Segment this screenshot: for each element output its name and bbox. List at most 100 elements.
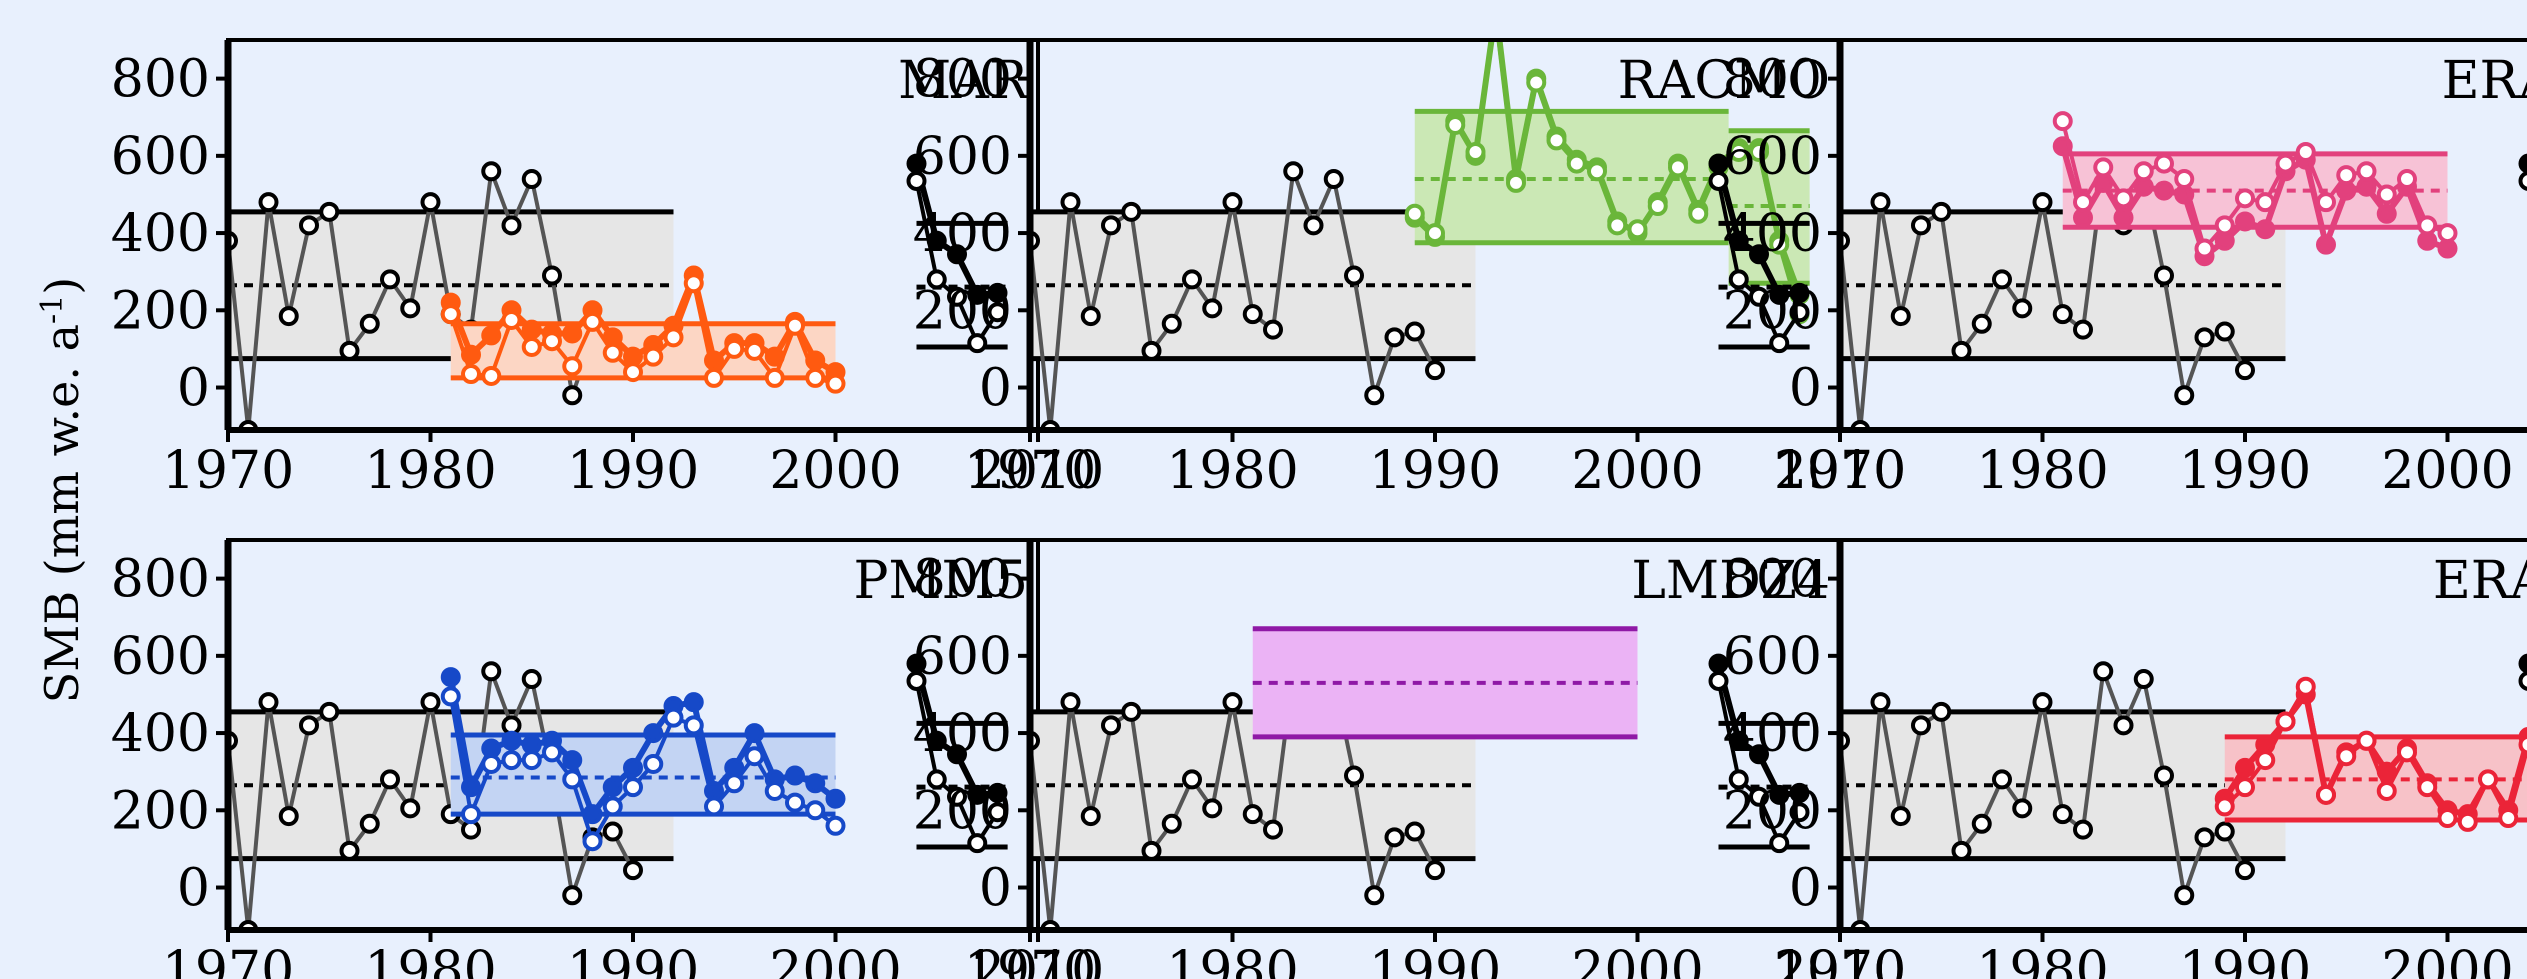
model-series-open-point [1404,203,1425,224]
stake-series-point [2073,319,2093,340]
stake-series-point [1283,161,1304,182]
stake-series-point [400,298,421,319]
model-series-open-point [1546,130,1567,151]
recent-series-a-point [987,782,1008,803]
stake-series-point [299,715,319,736]
recent-series-b-point [1728,769,1749,790]
model-series-open-point [562,769,583,790]
recent-series-b-point [906,170,927,191]
stake-series-point [1242,304,1263,325]
stake-series-point [1161,313,1182,334]
stake-series-point [1222,192,1243,213]
model-series-open-point [562,356,583,377]
recent-series-b-point [1749,286,1769,307]
stake-series-point [1141,340,1162,361]
stake-series-point [400,798,421,819]
model-series-open-point [1425,223,1445,244]
x-tick-label: 1970 [1774,941,1906,979]
stake-series-point [1364,385,1385,406]
x-tick-label: 1970 [162,941,294,979]
model-series-open-point [1728,141,1749,162]
plot-area [1030,40,1810,430]
stake-series-point [1060,692,1081,713]
stake-series-point [380,769,400,790]
model-series-open-point [1587,161,1607,182]
stake-series-point [1890,306,1911,327]
model-series-open-point [2133,161,2154,182]
model-series-open-point [704,796,724,817]
stake-series-point [278,806,299,827]
stake-series-point [2154,265,2174,286]
model-series-open-point [461,364,481,385]
model-series-open-point [1607,215,1628,236]
y-tick-label: 0 [177,359,210,419]
x-tick-label: 1990 [1369,441,1501,501]
model-series-open-point [744,746,765,767]
stake-series-point [1384,827,1405,848]
model-series-open-point [1769,234,1790,255]
panel-title: ERA-Int [2433,551,2527,611]
stake-series-point [1303,215,1324,236]
model-series-open-point [2214,796,2235,817]
stake-series-point [1080,806,1101,827]
stake-series-point [602,821,623,842]
y-tick-label: 400 [111,204,210,264]
model-series-open-point [623,777,643,798]
model-series-filled-point [805,773,826,794]
x-tick-label: 1990 [2179,941,2311,979]
model-series-open-point [2275,711,2296,732]
y-tick-label: 800 [1723,50,1822,110]
model-series-open-point [2255,750,2276,771]
y-tick-label: 600 [111,627,210,687]
stake-series-point [2174,385,2195,406]
model-series-filled-point [683,692,704,713]
recent-series-b-point [1789,802,1810,823]
stake-series-point [1101,215,1121,236]
model-series-open-point [2498,808,2519,829]
panel-title: LMDZ4 [1631,551,1830,611]
model-series-open-point [2275,153,2296,174]
model-series-open-point [2052,111,2073,132]
model-series-open-point [2295,676,2316,697]
recent-series-b-point [1749,786,1769,807]
plot-area [1840,111,2527,430]
y-axis-label-close: ) [35,277,89,295]
stake-series-point [420,192,441,213]
y-tick-label: 200 [913,781,1012,841]
model-series-filled-point [2113,207,2134,228]
stake-series-point [319,701,340,722]
stake-series-point [380,269,400,290]
model-series-open-point [1749,141,1769,162]
x-tick-label: 1980 [1976,941,2108,979]
stake-series-point [1971,313,1992,334]
model-series-filled-point [2235,211,2255,232]
stake-series-point [1971,813,1992,834]
model-series-filled-point [2376,203,2397,224]
x-tick-label: 2000 [769,941,901,979]
recent-series-a-point [1769,284,1790,305]
model-series-open-point [461,804,481,825]
x-tick-label: 2000 [2381,941,2513,979]
y-tick-label: 0 [1789,359,1822,419]
model-series-open-point [663,707,684,728]
y-tick-label: 200 [1723,781,1822,841]
model-series-open-point [663,327,684,348]
model-series-open-point [805,367,826,388]
model-series-filled-point [562,323,583,344]
y-tick-label: 600 [1723,627,1822,687]
y-tick-label: 400 [111,704,210,764]
x-tick-label: 1970 [1774,441,1906,501]
model-series-filled-point [643,723,664,744]
model-series-open-point [2113,188,2134,209]
model-series-open-point [2518,734,2527,755]
model-series-open-point [744,340,765,361]
model-series-filled-point [521,319,542,340]
recent-series-a-point [1789,282,1810,303]
x-tick-label: 2000 [1571,441,1703,501]
model-series-filled-point [440,667,461,688]
model-series-open-point [501,309,522,330]
y-tick-label: 0 [1789,859,1822,919]
stake-series-point [1404,821,1425,842]
